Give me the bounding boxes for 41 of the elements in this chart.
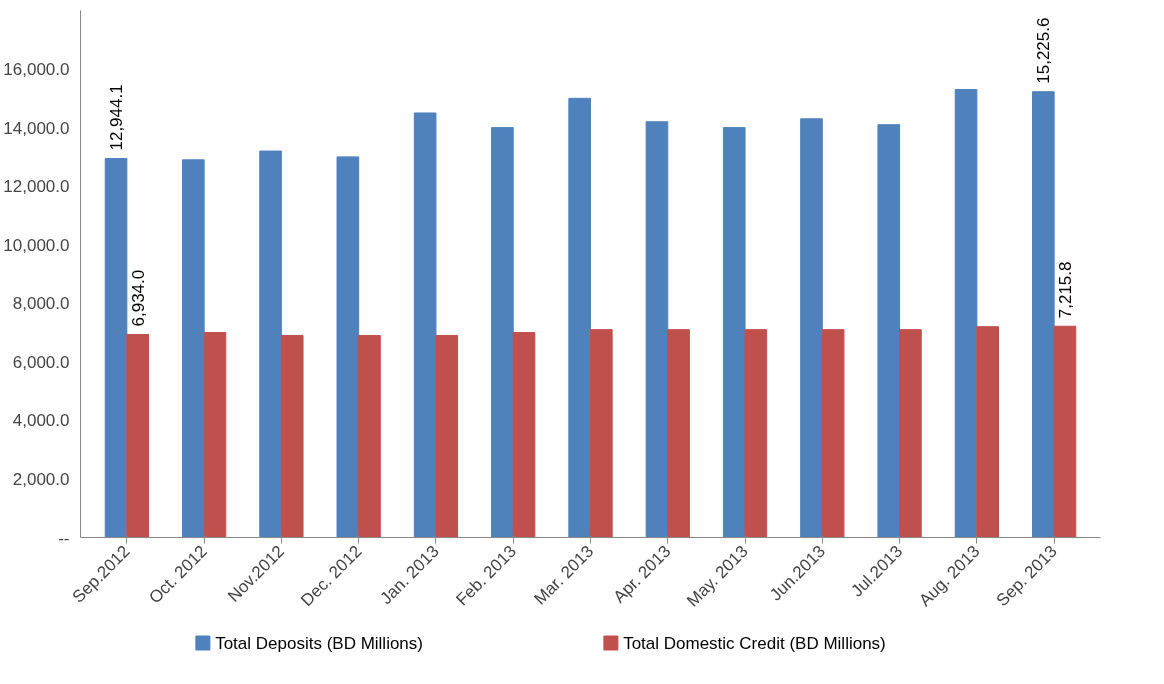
bar — [800, 118, 823, 538]
bar — [821, 329, 845, 538]
bar — [1032, 91, 1055, 538]
data-label: 15,225.6 — [1034, 17, 1054, 84]
bar — [899, 329, 922, 538]
bar — [491, 127, 514, 538]
y-tick-label: 4,000.0 — [12, 411, 70, 431]
bar — [336, 156, 360, 538]
bar — [954, 89, 978, 538]
bar — [126, 333, 149, 538]
y-tick-label: 8,000.0 — [12, 294, 70, 314]
data-label: 7,215.8 — [1055, 261, 1075, 319]
bar — [435, 334, 459, 538]
bar — [667, 329, 690, 538]
bar — [512, 332, 536, 538]
y-tick-label: 10,000.0 — [3, 235, 70, 255]
bar — [590, 329, 613, 538]
bar — [976, 326, 999, 538]
y-tick-label: 16,000.0 — [3, 60, 70, 80]
data-label: 6,934.0 — [128, 269, 148, 327]
bar — [413, 112, 437, 538]
data-label: 12,944.1 — [107, 84, 127, 151]
legend-label: Total Deposits (BD Millions) — [215, 633, 423, 653]
bar — [722, 127, 746, 538]
bar — [104, 158, 128, 538]
bar — [280, 334, 304, 538]
bar — [877, 124, 901, 538]
y-tick-label: -- — [58, 528, 70, 548]
bar — [568, 97, 591, 538]
y-tick-label: 12,000.0 — [3, 177, 70, 197]
y-tick-label: 6,000.0 — [12, 352, 70, 372]
bar — [182, 159, 205, 538]
bar — [203, 332, 227, 538]
bar — [1053, 325, 1077, 538]
y-tick-label: 2,000.0 — [12, 469, 70, 489]
bar — [259, 150, 282, 538]
bar — [744, 329, 768, 538]
legend-label: Total Domestic Credit (BD Millions) — [623, 633, 886, 653]
y-tick-label: 14,000.0 — [3, 118, 70, 138]
bar — [358, 334, 381, 538]
bar — [645, 121, 669, 538]
